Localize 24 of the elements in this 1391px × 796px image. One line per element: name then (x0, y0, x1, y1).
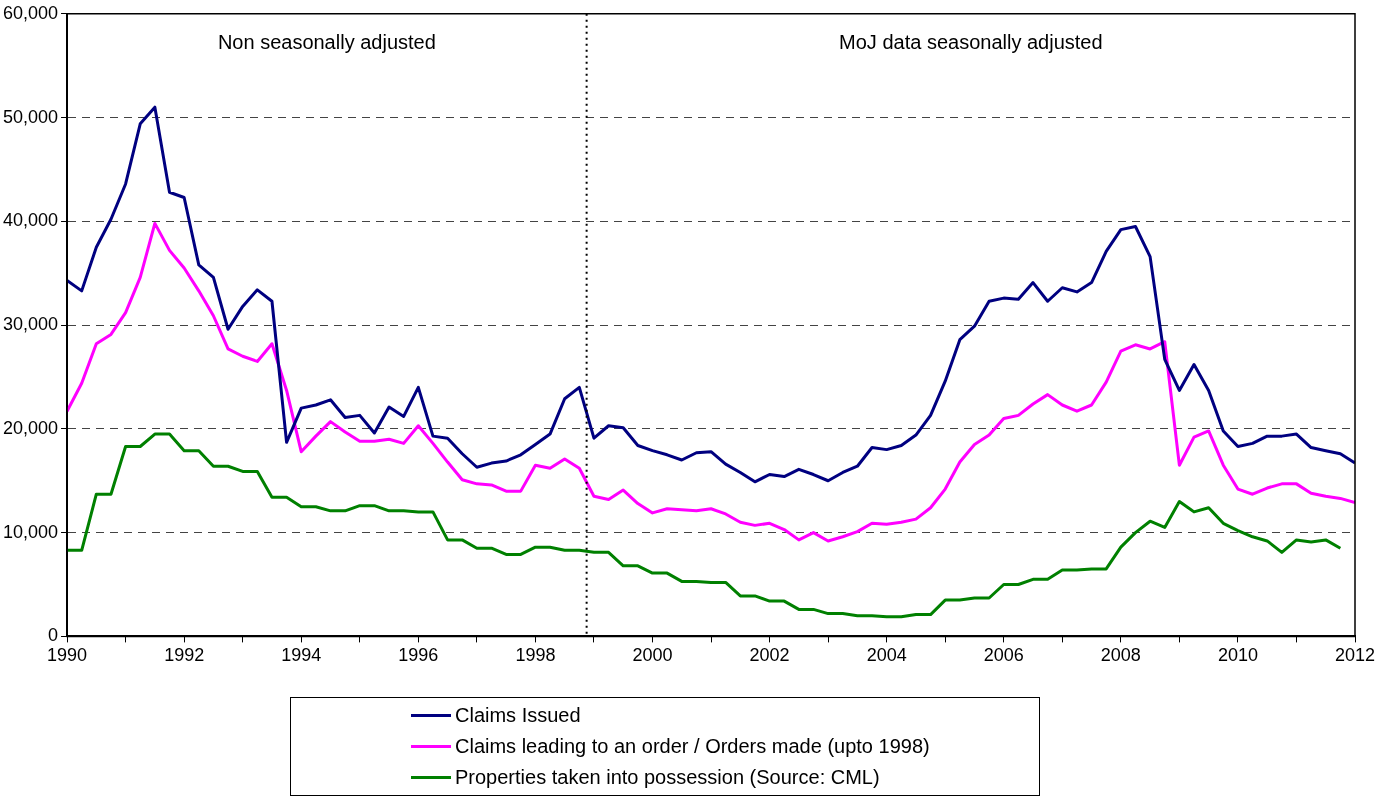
annotation: MoJ data seasonally adjusted (839, 31, 1103, 54)
x-tick-label: 2006 (983, 645, 1024, 666)
y-tick-label: 50,000 (2, 106, 59, 127)
y-tick-label: 20,000 (2, 417, 59, 438)
x-tick-label: 2000 (632, 645, 673, 666)
x-tick-label: 2008 (1100, 645, 1141, 666)
y-tick-label: 40,000 (2, 210, 59, 231)
legend-label: Claims Issued (455, 704, 581, 727)
x-tick-label: 2012 (1334, 645, 1376, 666)
x-tick-label: 1994 (281, 645, 322, 666)
legend-label: Properties taken into possession (Source: CML) (455, 766, 880, 789)
x-tick-label: 1998 (515, 645, 556, 666)
x-tick-label: 1990 (47, 645, 88, 666)
x-tick-label: 1996 (398, 645, 439, 666)
x-tick-label: 2010 (1217, 645, 1258, 666)
annotation: Non seasonally adjusted (217, 31, 436, 54)
x-tick-label: 2004 (866, 645, 907, 666)
y-tick-label: 0 (48, 625, 59, 646)
y-tick-label: 60,000 (2, 2, 59, 23)
x-tick-label: 2002 (749, 645, 790, 666)
legend-label: Claims leading to an order / Orders made (upto 1998) (455, 735, 930, 758)
y-tick-label: 10,000 (2, 521, 59, 542)
y-tick-label: 30,000 (2, 314, 59, 335)
x-tick-label: 1992 (164, 645, 205, 666)
